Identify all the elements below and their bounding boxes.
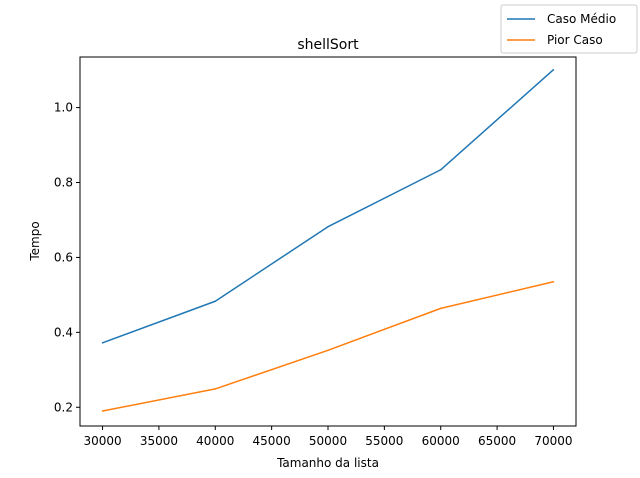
x-tick-label: 60000 — [422, 434, 460, 448]
y-tick-label: 0.4 — [54, 325, 73, 339]
legend-box — [500, 4, 638, 54]
x-tick-label: 30000 — [83, 434, 121, 448]
y-tick-label: 0.2 — [54, 400, 73, 414]
y-axis-label: Tempo — [28, 221, 42, 261]
data-point — [101, 410, 104, 412]
legend: Caso Médio Pior Caso — [500, 4, 638, 54]
plot-area — [80, 57, 576, 426]
x-tick-label: 45000 — [253, 434, 291, 448]
x-axis: 30000 35000 40000 45000 50000 55000 60000 65000… — [83, 426, 573, 448]
data-point — [101, 342, 104, 344]
x-axis-label: Tamanho da lista — [276, 456, 379, 470]
legend-label: Caso Médio — [547, 12, 616, 26]
series-layer — [101, 68, 555, 412]
chart-title: shellSort — [297, 37, 359, 53]
data-point — [214, 388, 217, 390]
y-tick-label: 0.8 — [54, 175, 73, 189]
x-tick-label: 35000 — [140, 434, 178, 448]
x-tick-label: 55000 — [365, 434, 403, 448]
data-point — [327, 349, 329, 352]
x-tick-label: 65000 — [478, 434, 516, 448]
x-tick-label: 40000 — [196, 434, 234, 448]
legend-label: Pior Caso — [547, 33, 603, 47]
data-point — [327, 225, 329, 228]
y-tick-label: 1.0 — [54, 101, 73, 115]
data-point — [214, 300, 217, 303]
data-point — [439, 169, 442, 171]
data-point — [439, 307, 442, 310]
y-axis: 0.2 0.4 0.6 0.8 1.0 — [54, 101, 80, 414]
x-tick-label: 70000 — [534, 434, 572, 448]
x-tick-label: 50000 — [309, 434, 347, 448]
data-point — [552, 281, 555, 283]
data-point — [552, 68, 555, 71]
y-tick-label: 0.6 — [54, 250, 73, 264]
